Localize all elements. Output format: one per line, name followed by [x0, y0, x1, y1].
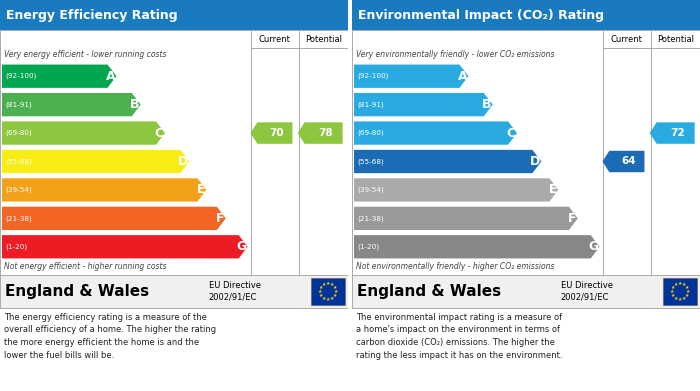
- Text: The environmental impact rating is a measure of
a home's impact on the environme: The environmental impact rating is a mea…: [356, 313, 563, 359]
- Polygon shape: [354, 65, 468, 88]
- Text: E: E: [197, 183, 205, 196]
- Text: ★: ★: [326, 281, 330, 286]
- Text: ★: ★: [670, 289, 674, 294]
- Text: ★: ★: [322, 282, 326, 287]
- Text: ★: ★: [318, 289, 322, 294]
- Text: (21-38): (21-38): [5, 215, 32, 222]
- Polygon shape: [354, 178, 559, 202]
- Text: (55-68): (55-68): [357, 158, 384, 165]
- Text: ★: ★: [318, 293, 323, 298]
- Text: ★: ★: [671, 293, 676, 298]
- Text: ★: ★: [332, 293, 337, 298]
- Text: 70: 70: [270, 128, 284, 138]
- Text: D: D: [530, 155, 540, 168]
- Text: 78: 78: [318, 128, 333, 138]
- Text: 64: 64: [622, 156, 636, 167]
- Polygon shape: [650, 122, 694, 144]
- Polygon shape: [2, 207, 225, 230]
- Text: ★: ★: [334, 289, 338, 294]
- Text: ★: ★: [330, 282, 334, 287]
- Text: (92-100): (92-100): [357, 73, 388, 79]
- Text: (92-100): (92-100): [5, 73, 36, 79]
- Text: ★: ★: [678, 297, 682, 302]
- Text: ★: ★: [330, 296, 334, 301]
- Text: (1-20): (1-20): [357, 244, 379, 250]
- Text: Very energy efficient - lower running costs: Very energy efficient - lower running co…: [4, 50, 167, 59]
- Polygon shape: [251, 122, 293, 144]
- Text: ★: ★: [332, 285, 337, 290]
- Text: (1-20): (1-20): [5, 244, 27, 250]
- Text: ★: ★: [682, 282, 686, 287]
- Text: (39-54): (39-54): [5, 187, 32, 193]
- Text: ★: ★: [682, 296, 686, 301]
- Text: Potential: Potential: [657, 34, 694, 43]
- Text: Energy Efficiency Rating: Energy Efficiency Rating: [6, 9, 178, 22]
- Text: (39-54): (39-54): [357, 187, 384, 193]
- Text: EU Directive
2002/91/EC: EU Directive 2002/91/EC: [209, 281, 261, 302]
- Text: Not energy efficient - higher running costs: Not energy efficient - higher running co…: [4, 262, 167, 271]
- Text: 72: 72: [670, 128, 685, 138]
- Text: F: F: [568, 212, 577, 225]
- Bar: [0, 0, 348, 30]
- Text: ★: ★: [326, 297, 330, 302]
- Bar: [0, 275, 348, 308]
- Text: (69-80): (69-80): [357, 130, 384, 136]
- Text: ★: ★: [671, 285, 676, 290]
- Polygon shape: [2, 235, 248, 258]
- Text: Potential: Potential: [305, 34, 342, 43]
- Bar: [352, 275, 700, 308]
- Text: (55-68): (55-68): [5, 158, 32, 165]
- Text: G: G: [237, 240, 246, 253]
- Polygon shape: [2, 122, 165, 145]
- Text: (21-38): (21-38): [357, 215, 384, 222]
- Text: C: C: [155, 127, 164, 140]
- Polygon shape: [2, 150, 189, 173]
- Text: (69-80): (69-80): [5, 130, 32, 136]
- Bar: [0, 30, 348, 275]
- Text: The energy efficiency rating is a measure of the
overall efficiency of a home. T: The energy efficiency rating is a measur…: [4, 313, 216, 359]
- Text: ★: ★: [674, 282, 678, 287]
- Bar: [352, 30, 700, 275]
- Bar: [352, 0, 700, 30]
- Text: ★: ★: [678, 281, 682, 286]
- Text: ★: ★: [318, 285, 323, 290]
- Text: B: B: [130, 98, 140, 111]
- Text: ★: ★: [685, 285, 690, 290]
- Text: Very environmentally friendly - lower CO₂ emissions: Very environmentally friendly - lower CO…: [356, 50, 554, 59]
- Text: ★: ★: [322, 296, 326, 301]
- Text: D: D: [178, 155, 188, 168]
- Text: England & Wales: England & Wales: [357, 284, 501, 299]
- Text: F: F: [216, 212, 225, 225]
- Polygon shape: [354, 235, 600, 258]
- Polygon shape: [603, 151, 645, 172]
- Text: Current: Current: [611, 34, 643, 43]
- Text: G: G: [589, 240, 598, 253]
- Text: EU Directive
2002/91/EC: EU Directive 2002/91/EC: [561, 281, 612, 302]
- Polygon shape: [354, 122, 517, 145]
- Text: Environmental Impact (CO₂) Rating: Environmental Impact (CO₂) Rating: [358, 9, 604, 22]
- Polygon shape: [354, 207, 578, 230]
- Polygon shape: [298, 122, 342, 144]
- Text: ★: ★: [674, 296, 678, 301]
- Polygon shape: [354, 93, 493, 116]
- Text: Current: Current: [259, 34, 291, 43]
- Text: E: E: [549, 183, 557, 196]
- Text: A: A: [458, 70, 468, 83]
- Polygon shape: [354, 150, 541, 173]
- Text: C: C: [507, 127, 516, 140]
- Text: England & Wales: England & Wales: [5, 284, 149, 299]
- Text: B: B: [482, 98, 491, 111]
- Polygon shape: [2, 178, 206, 202]
- Polygon shape: [2, 93, 141, 116]
- Text: ★: ★: [686, 289, 690, 294]
- Text: (81-91): (81-91): [5, 101, 32, 108]
- Text: ★: ★: [685, 293, 690, 298]
- Text: Not environmentally friendly - higher CO₂ emissions: Not environmentally friendly - higher CO…: [356, 262, 554, 271]
- Text: (81-91): (81-91): [357, 101, 384, 108]
- Text: A: A: [106, 70, 116, 83]
- Bar: [663, 278, 697, 305]
- Polygon shape: [2, 65, 116, 88]
- Bar: [311, 278, 345, 305]
